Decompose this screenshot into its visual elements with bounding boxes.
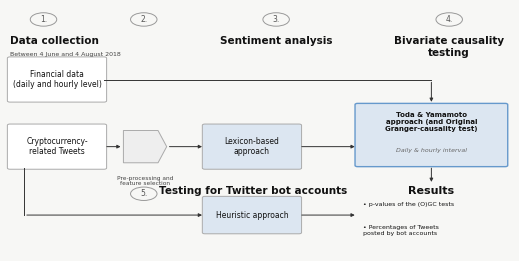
Text: 2.: 2. — [140, 15, 147, 24]
Text: Financial data
(daily and hourly level): Financial data (daily and hourly level) — [12, 70, 101, 89]
Text: • Percentages of Tweets
posted by bot accounts: • Percentages of Tweets posted by bot ac… — [363, 225, 439, 235]
Text: 4.: 4. — [446, 15, 453, 24]
Text: 1.: 1. — [40, 15, 47, 24]
Text: Data collection: Data collection — [10, 36, 99, 46]
Text: Lexicon-based
approach: Lexicon-based approach — [225, 137, 279, 156]
Text: Sentiment analysis: Sentiment analysis — [220, 36, 333, 46]
Circle shape — [131, 13, 157, 26]
Circle shape — [436, 13, 462, 26]
Text: Results: Results — [408, 186, 455, 196]
FancyBboxPatch shape — [202, 196, 302, 234]
Text: Pre-processing and
feature selection: Pre-processing and feature selection — [117, 176, 173, 187]
Text: Heuristic approach: Heuristic approach — [215, 211, 288, 220]
Text: Daily & hourly interval: Daily & hourly interval — [396, 148, 467, 153]
Text: Bivariate causality
testing: Bivariate causality testing — [394, 36, 504, 58]
Text: Between 4 June and 4 August 2018: Between 4 June and 4 August 2018 — [10, 52, 120, 57]
Circle shape — [30, 13, 57, 26]
Circle shape — [263, 13, 290, 26]
Text: 3.: 3. — [272, 15, 280, 24]
Circle shape — [131, 187, 157, 200]
Text: • p-values of the (O)GC tests: • p-values of the (O)GC tests — [363, 201, 454, 206]
Text: Testing for Twitter bot accounts: Testing for Twitter bot accounts — [159, 186, 347, 196]
FancyBboxPatch shape — [7, 57, 106, 102]
Polygon shape — [124, 130, 167, 163]
FancyBboxPatch shape — [355, 103, 508, 167]
Text: Cryptocurrency-
related Tweets: Cryptocurrency- related Tweets — [26, 137, 88, 156]
Text: Toda & Yamamoto
approach (and Original
Granger-causality test): Toda & Yamamoto approach (and Original G… — [385, 112, 477, 132]
Text: 5.: 5. — [140, 189, 147, 198]
FancyBboxPatch shape — [7, 124, 106, 169]
FancyBboxPatch shape — [202, 124, 302, 169]
